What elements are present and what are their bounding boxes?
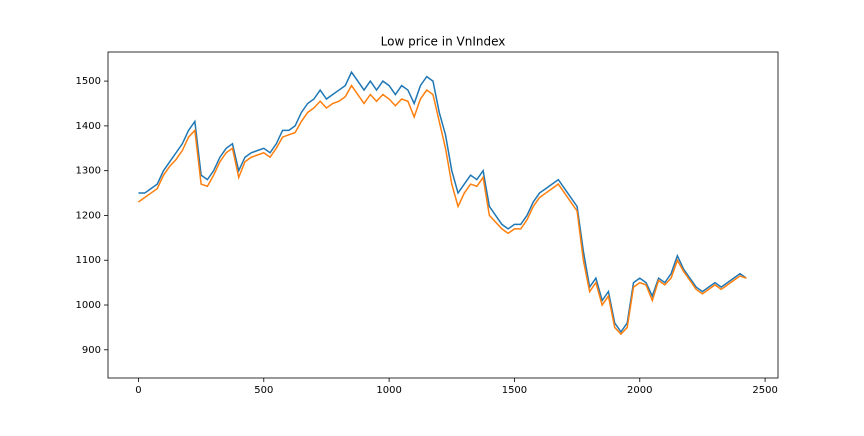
x-tick-label: 1000 [376,385,401,396]
y-tick-label: 1000 [76,300,101,311]
y-tick-label: 1300 [76,166,101,177]
y-tick-label: 1400 [76,121,101,132]
y-tick-label: 1100 [76,255,101,266]
x-tick-label: 2500 [752,385,777,396]
x-tick-label: 500 [254,385,273,396]
x-tick-label: 1500 [502,385,527,396]
plot-frame [107,51,779,379]
data-line [138,70,747,334]
x-tick-label: 2000 [627,385,652,396]
data-line [138,84,747,336]
y-tick-label: 1200 [76,210,101,221]
y-tick-label: 900 [82,345,101,356]
x-tick-label: 0 [135,385,141,396]
chart-title: Low price in VnIndex [381,35,506,49]
y-tick-label: 1500 [76,76,101,87]
